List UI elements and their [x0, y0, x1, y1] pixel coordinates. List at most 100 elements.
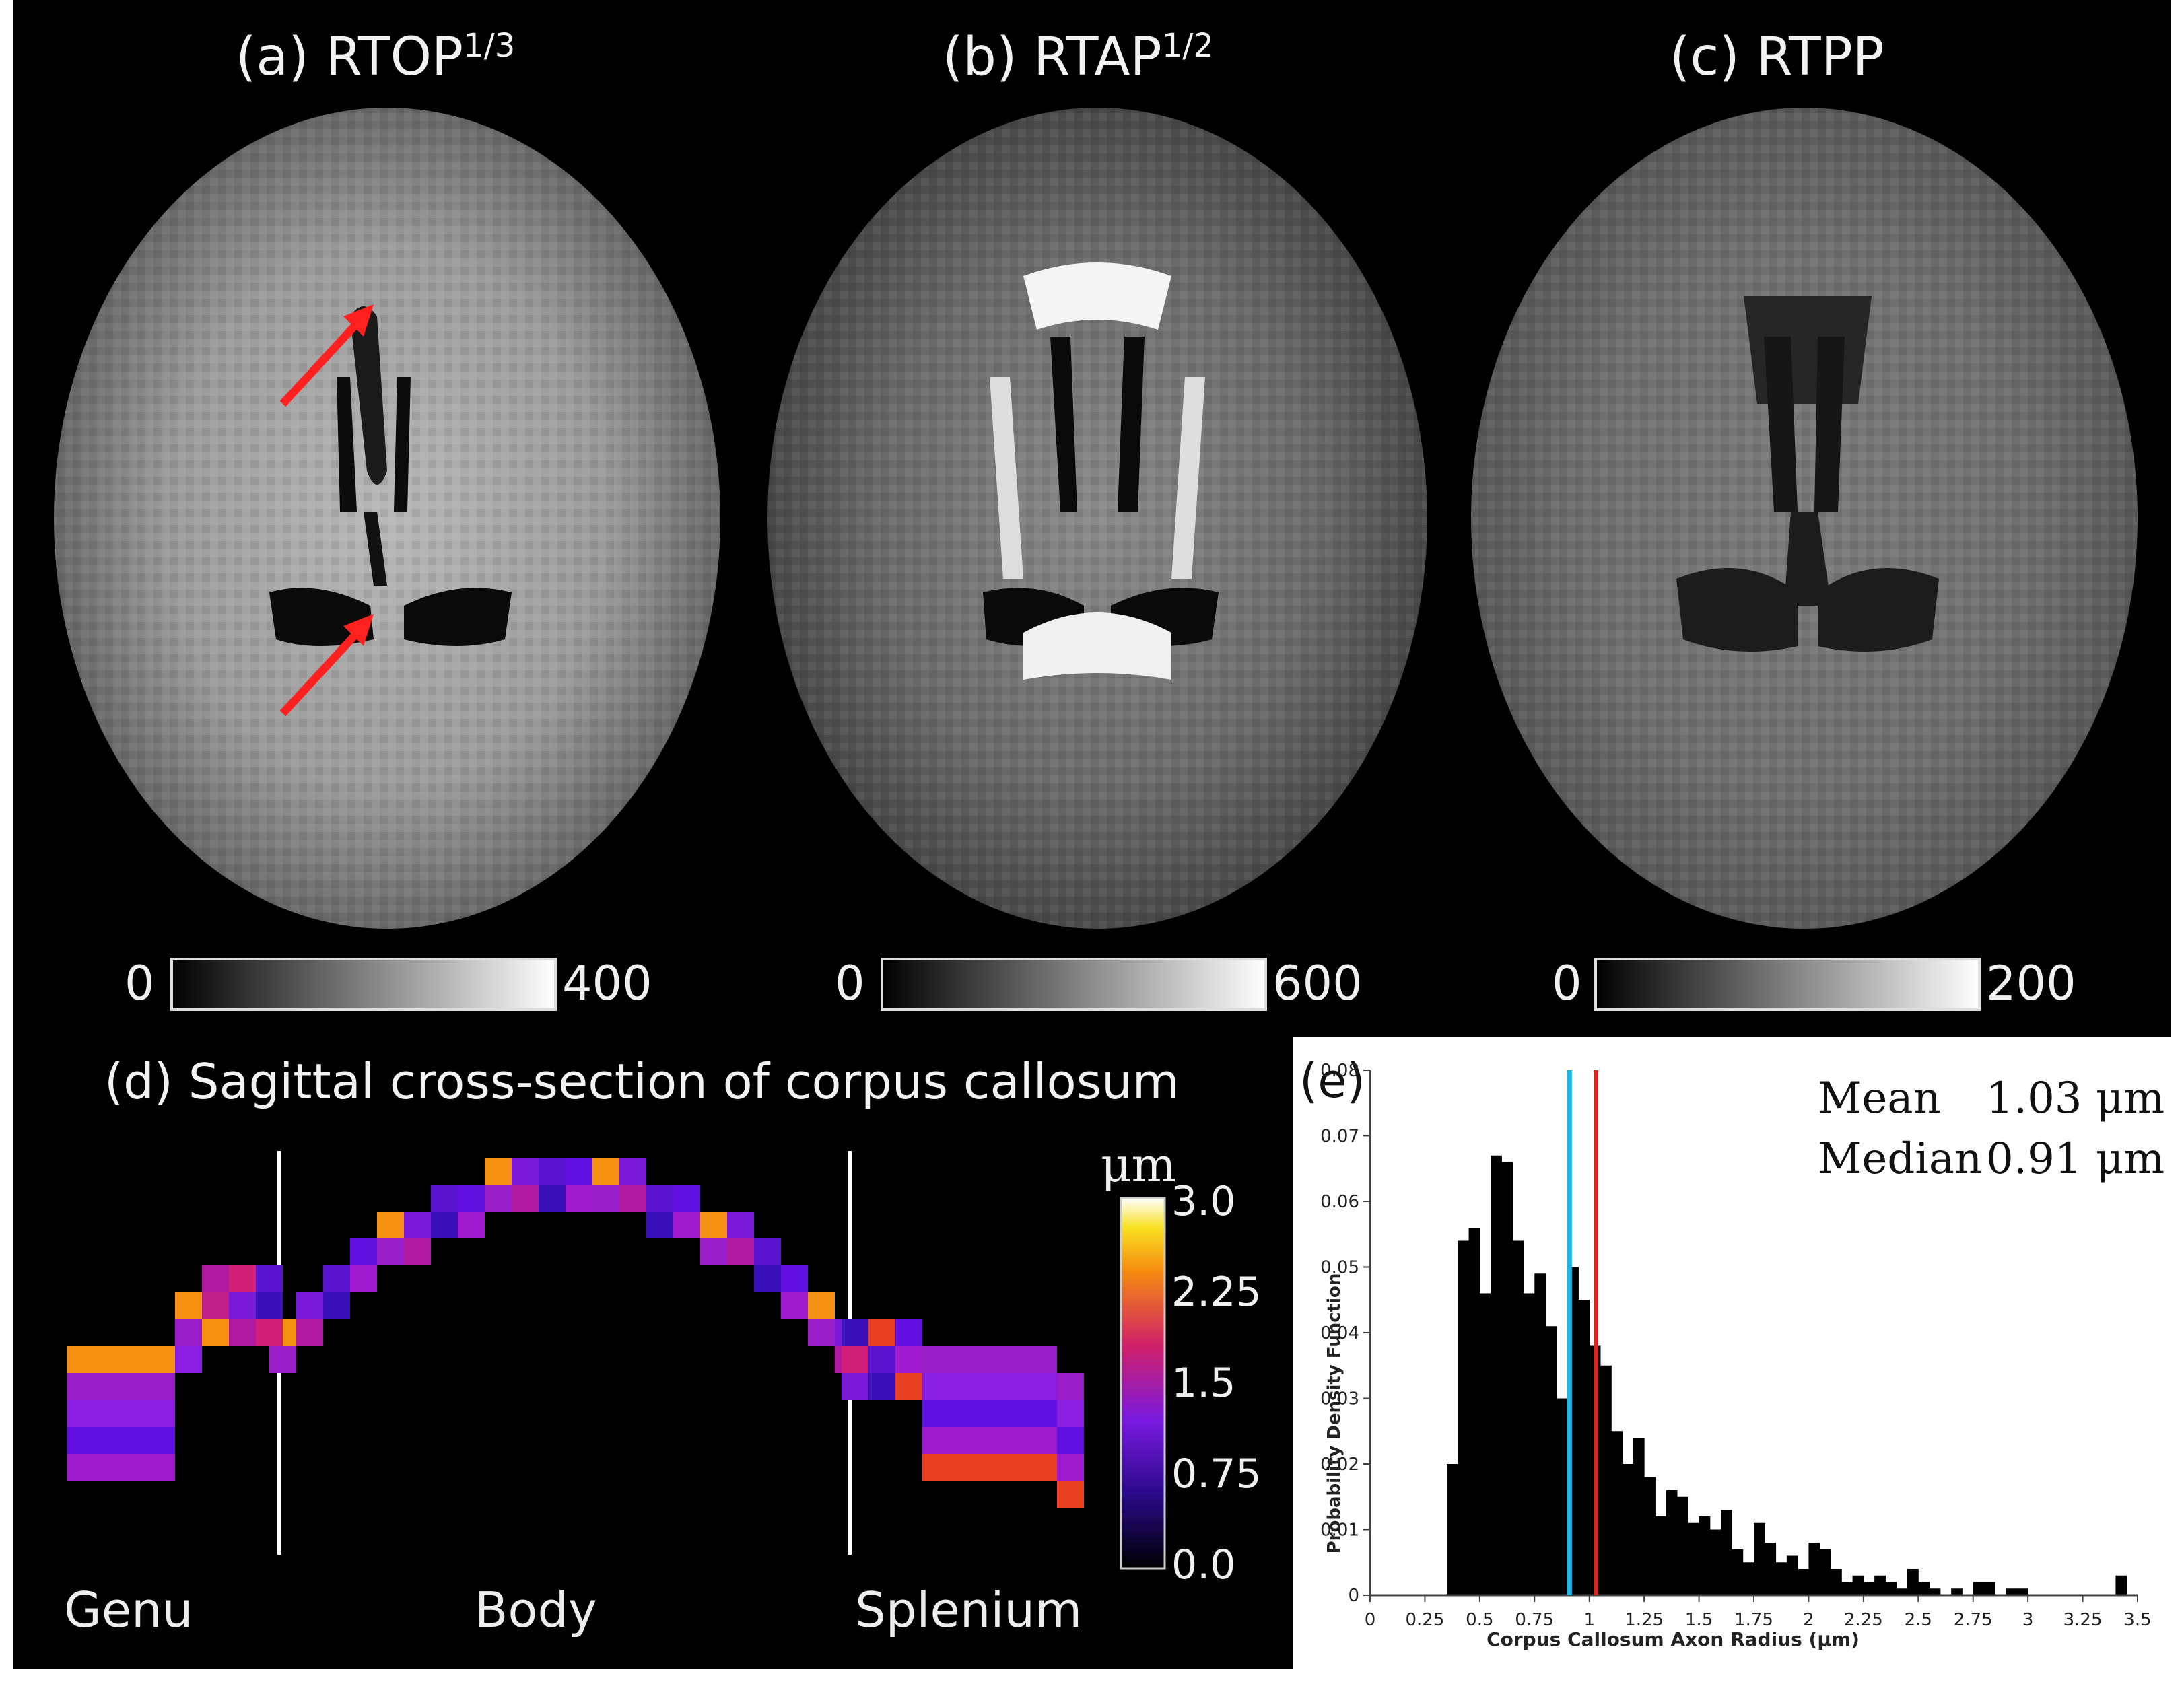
- hist-bar: [1633, 1438, 1645, 1595]
- cc-voxel: [781, 1292, 808, 1319]
- cc-voxel: [67, 1373, 94, 1400]
- cc-voxel: [976, 1373, 1003, 1400]
- hist-bar: [2115, 1575, 2127, 1595]
- cc-voxel: [1030, 1454, 1057, 1481]
- hist-bar: [1742, 1562, 1754, 1595]
- panel-e-label: (e): [1299, 1053, 1365, 1109]
- cc-voxel: [949, 1400, 976, 1427]
- cc-voxel: [922, 1400, 949, 1427]
- cc-voxel: [976, 1427, 1003, 1454]
- hist-bar: [1534, 1273, 1546, 1595]
- cc-voxel: [296, 1319, 323, 1346]
- cc-voxel: [94, 1373, 121, 1400]
- cc-voxel: [700, 1238, 727, 1265]
- sagittal-tick-4: 0.0: [1171, 1541, 1236, 1588]
- cc-voxel: [1003, 1373, 1030, 1400]
- cc-voxel: [148, 1346, 175, 1373]
- cc-voxel: [67, 1400, 94, 1427]
- y-tick-label: 0.01: [1320, 1520, 1359, 1541]
- cc-voxel: [566, 1185, 592, 1212]
- hist-bar: [1874, 1575, 1886, 1595]
- colorbar-a-max: 400: [562, 956, 652, 1011]
- cc-voxel: [1003, 1346, 1030, 1373]
- cc-voxel: [202, 1292, 229, 1319]
- cc-voxel: [67, 1346, 94, 1373]
- cc-voxel: [868, 1373, 895, 1400]
- hist-bar: [1841, 1582, 1853, 1595]
- hist-bar: [1863, 1582, 1875, 1595]
- y-tick-label: 0.05: [1320, 1258, 1359, 1278]
- hist-bar: [1491, 1155, 1502, 1595]
- panel-a-title: (a) RTOP1/3: [236, 27, 516, 87]
- cc-voxel: [619, 1185, 646, 1212]
- sagittal-tick-1: 2.25: [1171, 1269, 1262, 1316]
- sagittal-colorbar-unit: μm: [1101, 1137, 1176, 1193]
- cc-voxel: [350, 1238, 377, 1265]
- y-tick-label: 0: [1348, 1586, 1359, 1606]
- cc-voxel: [323, 1265, 350, 1292]
- x-tick-label: 1.75: [1734, 1610, 1773, 1630]
- x-tick-label: 0.5: [1466, 1610, 1493, 1630]
- cc-voxel: [121, 1454, 148, 1481]
- hist-bar: [1896, 1588, 1908, 1595]
- cc-voxel: [229, 1319, 256, 1346]
- cc-voxel: [350, 1265, 377, 1292]
- x-tick-label: 3: [2022, 1610, 2034, 1630]
- cc-voxel: [404, 1212, 431, 1238]
- colorbar-a-min: 0: [125, 956, 155, 1011]
- region-body: Body: [475, 1582, 597, 1638]
- cc-voxel: [458, 1212, 485, 1238]
- cc-voxel: [1057, 1427, 1084, 1454]
- cc-voxel: [1057, 1373, 1084, 1400]
- cc-voxel: [256, 1292, 283, 1319]
- panel-b-title: (b) RTAP1/2: [943, 27, 1214, 87]
- cc-voxel: [922, 1373, 949, 1400]
- hist-bar: [1775, 1562, 1787, 1595]
- arrow-icons: [279, 304, 374, 717]
- y-tick-label: 0.07: [1320, 1127, 1359, 1147]
- cc-voxel: [619, 1158, 646, 1185]
- x-tick-label: 1.5: [1685, 1610, 1713, 1630]
- cc-voxel: [67, 1427, 94, 1454]
- cc-voxel: [949, 1346, 976, 1373]
- region-genu: Genu: [64, 1582, 193, 1638]
- hist-bar: [1501, 1162, 1513, 1595]
- hist-bar: [1721, 1510, 1732, 1595]
- cc-voxel: [976, 1346, 1003, 1373]
- cc-voxel: [895, 1346, 922, 1373]
- median-value: 0.91 μm: [1986, 1134, 2165, 1184]
- cc-voxel: [175, 1292, 202, 1319]
- cc-voxel: [781, 1265, 808, 1292]
- hist-bar: [1447, 1464, 1458, 1595]
- cc-voxel: [1003, 1454, 1030, 1481]
- cc-voxel: [646, 1185, 673, 1212]
- x-tick-label: 2.75: [1954, 1610, 1993, 1630]
- x-tick-label: 3.25: [2063, 1610, 2103, 1630]
- cc-voxel: [296, 1292, 323, 1319]
- cc-voxel: [148, 1427, 175, 1454]
- cc-voxel: [94, 1346, 121, 1373]
- cc-voxel: [121, 1427, 148, 1454]
- cc-voxel: [377, 1238, 404, 1265]
- cc-voxel: [949, 1454, 976, 1481]
- brain-images: [54, 108, 2138, 1011]
- cc-voxel: [269, 1346, 296, 1373]
- cc-voxel: [458, 1185, 485, 1212]
- cc-voxel: [1003, 1427, 1030, 1454]
- hist-bar: [1666, 1490, 1678, 1595]
- x-tick-label: 2: [1803, 1610, 1814, 1630]
- cc-voxel: [202, 1265, 229, 1292]
- mean-value: 1.03 μm: [1986, 1074, 2165, 1123]
- cc-voxel: [700, 1212, 727, 1238]
- colorbar-b-min: 0: [835, 956, 865, 1011]
- hist-bar: [1918, 1582, 1930, 1595]
- sagittal-panel: [13, 1037, 1293, 1669]
- cc-voxel: [1057, 1481, 1084, 1508]
- cc-voxel: [1030, 1400, 1057, 1427]
- cc-voxel: [148, 1373, 175, 1400]
- hist-bar: [1765, 1543, 1777, 1595]
- cc-voxel: [976, 1454, 1003, 1481]
- region-splenium: Splenium: [855, 1582, 1083, 1638]
- x-tick-label: 1: [1583, 1610, 1595, 1630]
- x-tick-label: 1.25: [1625, 1610, 1664, 1630]
